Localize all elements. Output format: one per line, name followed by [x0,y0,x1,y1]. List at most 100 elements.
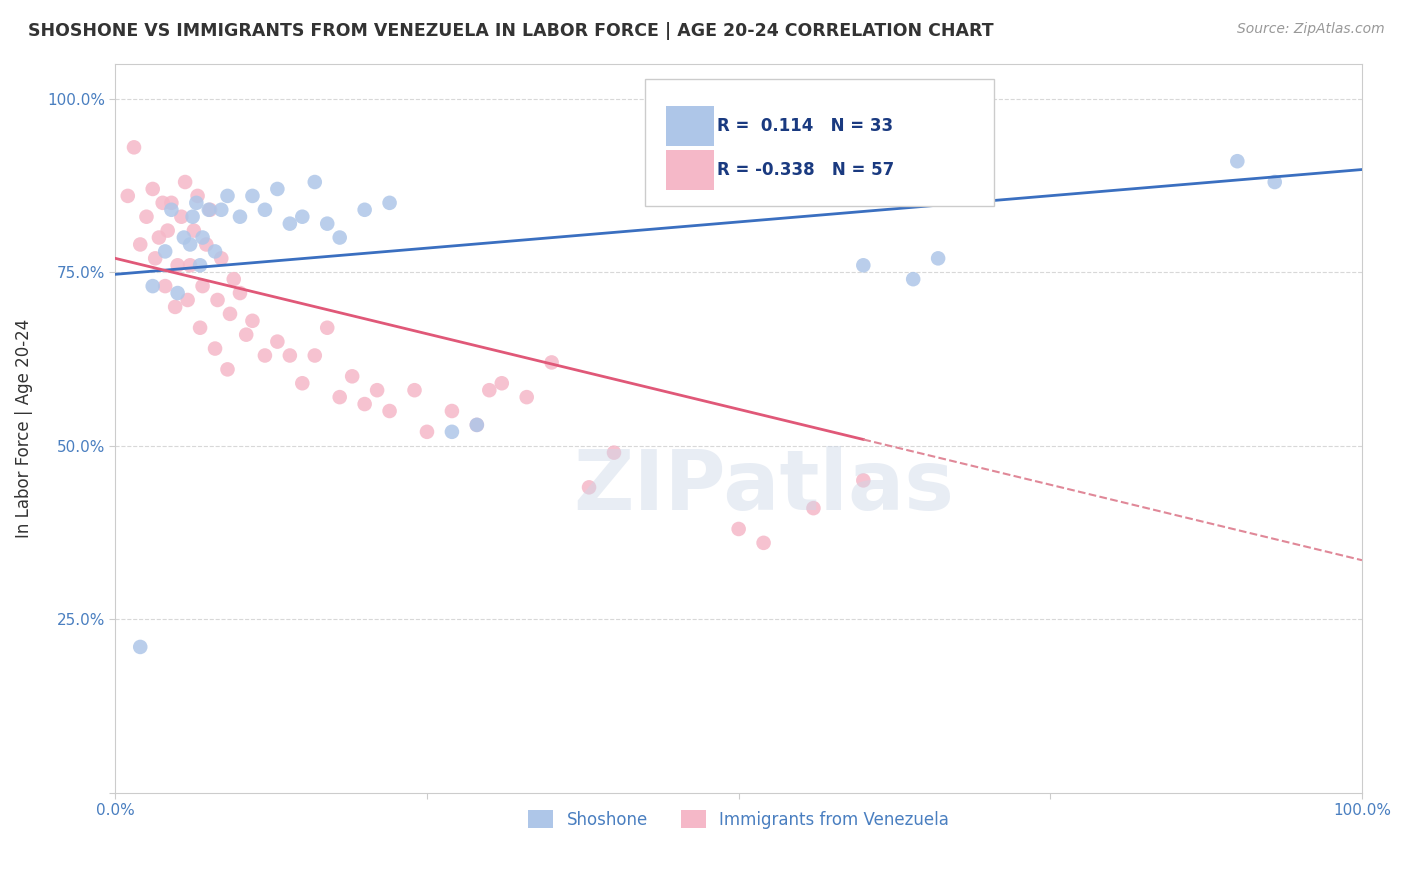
Point [209,252,232,266]
Text: SHOSHONE VS IMMIGRANTS FROM VENEZUELA IN LABOR FORCE | AGE 20-24 CORRELATION CHA: SHOSHONE VS IMMIGRANTS FROM VENEZUELA IN… [28,22,994,40]
Point [191,279,214,293]
Point [752,536,775,550]
Point [242,189,264,203]
FancyBboxPatch shape [645,78,994,206]
Point [440,404,463,418]
Point [278,349,301,363]
Point [316,217,339,231]
Point [160,202,183,217]
Point [188,258,211,272]
Point [204,342,226,356]
Point [852,258,875,272]
Point [253,349,276,363]
Point [142,279,165,293]
Point [207,293,229,307]
Point [1264,175,1286,189]
Point [803,501,825,516]
Point [183,224,205,238]
Point [148,230,170,244]
Point [153,279,176,293]
Point [316,320,339,334]
Y-axis label: In Labor Force | Age 20-24: In Labor Force | Age 20-24 [15,318,32,538]
Text: R = -0.338   N = 57: R = -0.338 N = 57 [717,161,894,178]
Point [117,189,139,203]
Point [353,202,375,217]
Point [278,217,301,231]
Point [170,210,193,224]
Point [122,140,145,154]
Point [329,390,352,404]
Point [143,252,166,266]
Point [378,195,401,210]
Point [465,417,488,432]
Point [173,230,195,244]
Point [217,362,239,376]
Point [176,293,198,307]
Point [253,202,276,217]
Point [195,237,218,252]
Point [578,480,600,494]
Point [235,327,257,342]
Point [219,307,242,321]
Point [209,202,232,217]
Point [516,390,538,404]
Point [156,224,179,238]
Legend: Shoshone, Immigrants from Venezuela: Shoshone, Immigrants from Venezuela [522,804,956,835]
Point [440,425,463,439]
Point [852,474,875,488]
Point [927,252,949,266]
Point [204,244,226,259]
Point [1226,154,1249,169]
Point [179,237,201,252]
Point [174,175,197,189]
Point [266,182,288,196]
Point [129,640,152,654]
Point [187,189,209,203]
Point [229,210,252,224]
Point [166,286,188,301]
Point [304,349,326,363]
Point [416,425,439,439]
Point [181,210,204,224]
Text: Source: ZipAtlas.com: Source: ZipAtlas.com [1237,22,1385,37]
Point [340,369,363,384]
Point [222,272,245,286]
Point [353,397,375,411]
Point [153,244,176,259]
Point [198,202,221,217]
Text: R =  0.114   N = 33: R = 0.114 N = 33 [717,117,894,135]
Point [266,334,288,349]
Point [378,404,401,418]
Point [404,383,426,397]
Point [186,195,208,210]
Point [366,383,388,397]
Point [901,272,924,286]
Point [179,258,201,272]
Point [242,314,264,328]
Point [217,189,239,203]
Point [491,376,513,391]
Point [465,417,488,432]
Point [727,522,749,536]
Point [304,175,326,189]
Point [166,258,188,272]
FancyBboxPatch shape [666,106,714,146]
Point [188,320,211,334]
Point [329,230,352,244]
Point [198,202,221,217]
Point [478,383,501,397]
Point [129,237,152,252]
Point [291,210,314,224]
Point [135,210,157,224]
Point [603,445,626,459]
Point [191,230,214,244]
Point [152,195,174,210]
FancyBboxPatch shape [666,150,714,190]
Point [291,376,314,391]
Point [540,355,562,369]
Point [165,300,187,314]
Point [160,195,183,210]
Point [229,286,252,301]
Text: ZIPatlas: ZIPatlas [574,446,955,527]
Point [142,182,165,196]
